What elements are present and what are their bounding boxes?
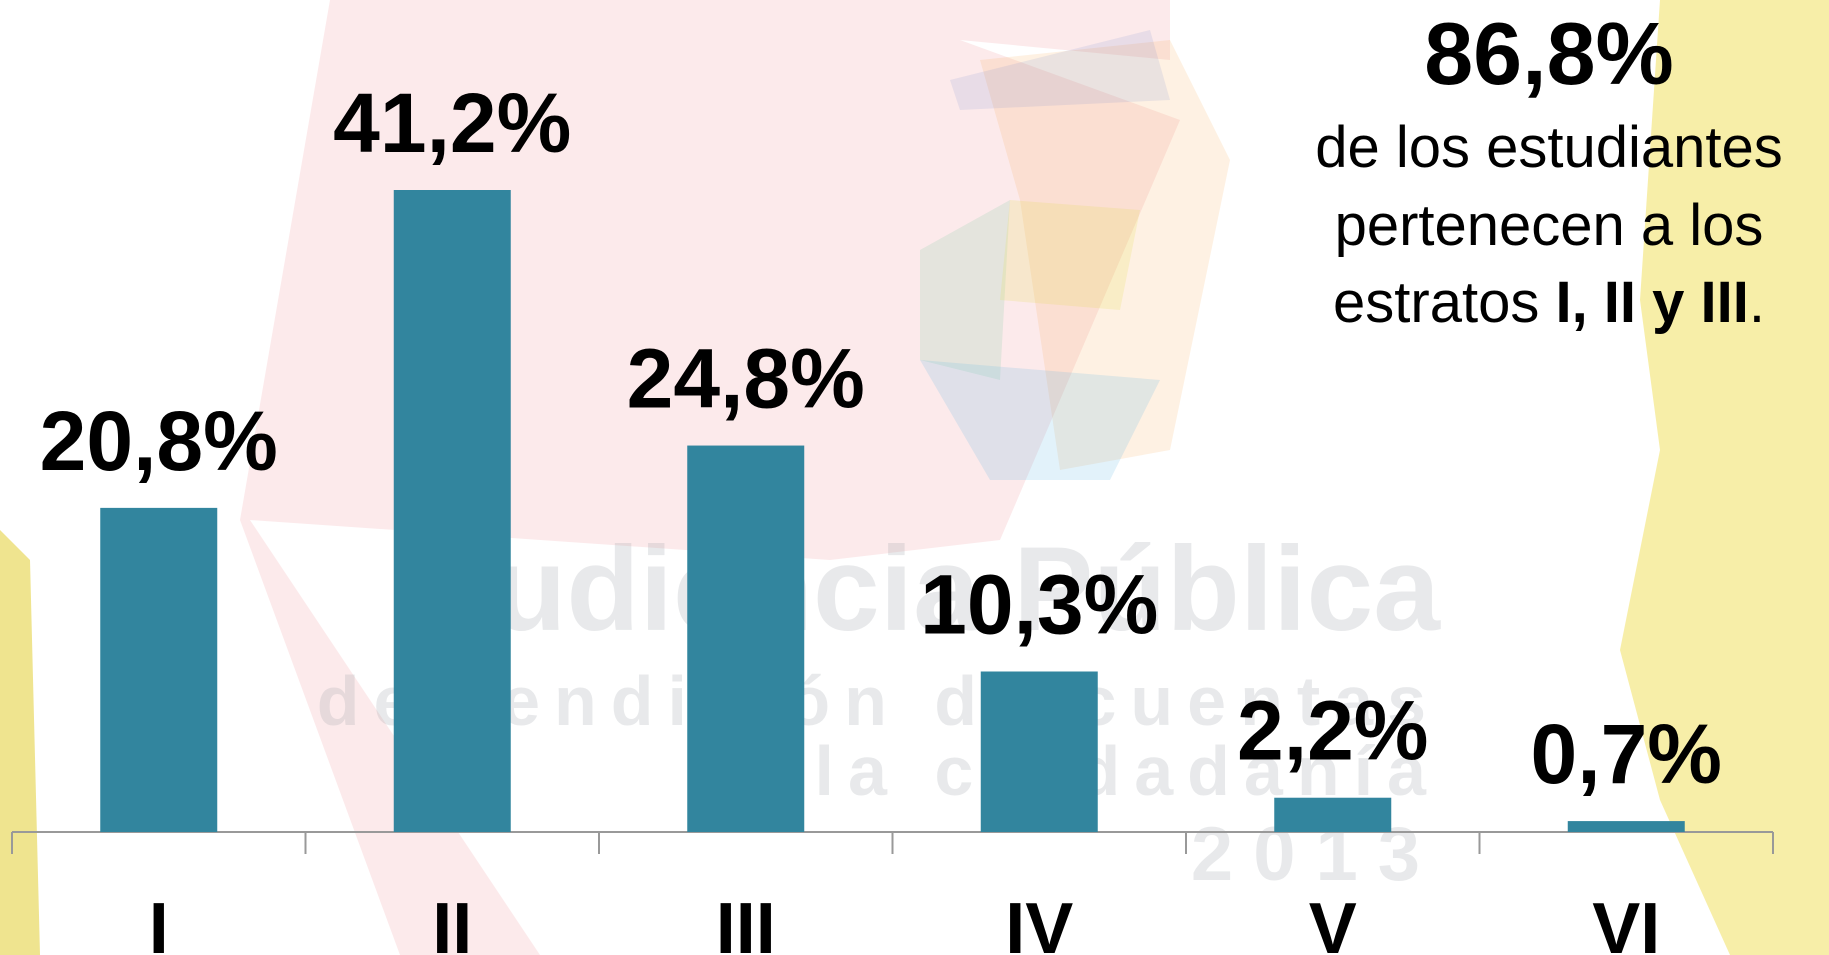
watermark-text: Audiencia Pública bbox=[406, 522, 1441, 656]
bar bbox=[980, 671, 1098, 832]
x-tick-label: I bbox=[149, 889, 169, 955]
x-tick-label: V bbox=[1309, 889, 1357, 955]
annotation-headline: 86,8% bbox=[1424, 4, 1674, 103]
x-tick-label: VI bbox=[1592, 889, 1660, 955]
value-label: 41,2% bbox=[333, 76, 571, 170]
bar bbox=[1567, 821, 1685, 832]
x-tick-label: II bbox=[432, 889, 472, 955]
watermark: Audiencia Pública de rendición de cuenta… bbox=[317, 522, 1442, 897]
annotation-line: pertenecen a los bbox=[1335, 193, 1764, 258]
bar bbox=[393, 190, 511, 832]
x-tick-label: III bbox=[716, 889, 776, 955]
bar bbox=[100, 507, 218, 832]
annotation-text: . bbox=[1749, 270, 1765, 335]
bar bbox=[1274, 797, 1392, 832]
x-tick-label: IV bbox=[1005, 889, 1073, 955]
bar bbox=[687, 445, 805, 832]
annotation-text: estratos bbox=[1333, 270, 1555, 335]
annotation-line: de los estudiantes bbox=[1315, 115, 1783, 180]
value-label: 10,3% bbox=[920, 558, 1158, 652]
value-label: 2,2% bbox=[1237, 684, 1428, 778]
annotation-line: estratos I, II y III. bbox=[1333, 270, 1765, 335]
value-label: 24,8% bbox=[627, 332, 865, 426]
annotation-emphasis: I, II y III bbox=[1555, 270, 1748, 335]
value-label: 20,8% bbox=[40, 394, 278, 488]
value-label: 0,7% bbox=[1531, 707, 1722, 801]
